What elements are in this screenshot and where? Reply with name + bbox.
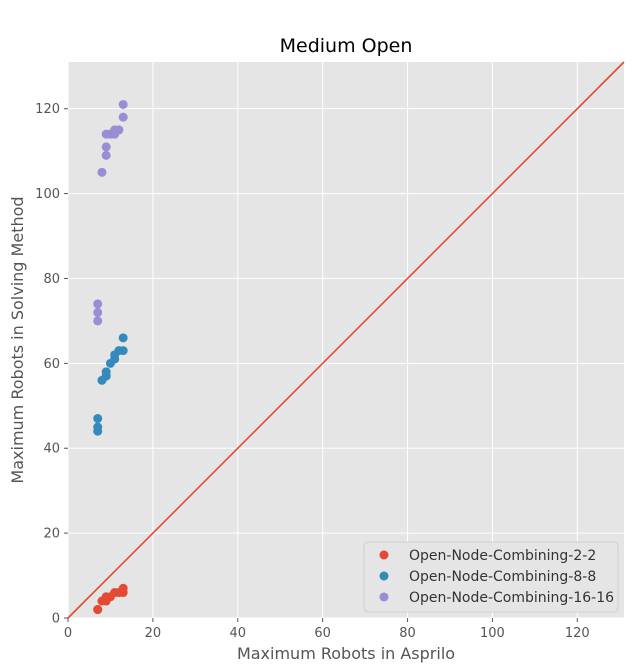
y-tick-label: 60: [43, 357, 60, 372]
data-point: [93, 316, 103, 326]
data-point: [93, 307, 103, 317]
y-tick-label: 20: [43, 527, 60, 542]
data-point: [114, 125, 124, 135]
series-0: [93, 583, 128, 615]
legend-marker-16-16: [379, 592, 389, 602]
x-tick-label: 80: [399, 626, 416, 641]
data-point: [93, 414, 103, 424]
x-tick-label: 0: [64, 626, 72, 641]
y-tick-label: 120: [35, 102, 60, 117]
data-point: [118, 112, 128, 122]
data-point: [93, 422, 103, 432]
x-tick-label: 60: [314, 626, 331, 641]
data-point: [97, 167, 107, 177]
x-axis-label: Maximum Robots in Asprilo: [237, 644, 455, 663]
data-points: [93, 99, 128, 615]
legend-marker-2-2: [379, 550, 389, 560]
reference-line: [67, 61, 625, 619]
x-tick-label: 120: [565, 626, 590, 641]
data-point: [118, 346, 128, 356]
x-tick-label: 40: [229, 626, 246, 641]
series-2: [93, 99, 128, 326]
y-tick-label: 100: [35, 187, 60, 202]
y-tick-label: 80: [43, 272, 60, 287]
legend-label-2-2: Open-Node-Combining-2-2: [409, 548, 596, 564]
data-point: [118, 99, 128, 109]
data-point: [93, 605, 103, 615]
x-tick-label: 100: [480, 626, 505, 641]
series-1: [93, 333, 128, 436]
data-point: [118, 333, 128, 343]
data-point: [101, 367, 111, 377]
legend-marker-8-8: [379, 571, 389, 581]
y-axis-label: Maximum Robots in Solving Method: [8, 196, 27, 483]
legend-box: [363, 541, 619, 613]
data-point: [93, 299, 103, 309]
y-tick-label: 40: [43, 442, 60, 457]
data-point: [101, 142, 111, 152]
legend: Open-Node-Combining-2-2 Open-Node-Combin…: [363, 541, 619, 613]
data-point: [101, 150, 111, 160]
legend-label-16-16: Open-Node-Combining-16-16: [409, 590, 614, 606]
chart-title: Medium Open: [280, 35, 413, 57]
reference-line-group: [67, 61, 625, 619]
grid: [67, 62, 624, 619]
legend-label-8-8: Open-Node-Combining-8-8: [409, 569, 596, 585]
x-tick-label: 20: [145, 626, 162, 641]
y-tick-label: 0: [52, 612, 60, 627]
ticks: 0 20 40 60 80 100 120 0 20 40 60 80 100 120: [35, 102, 590, 641]
data-point: [118, 588, 128, 598]
